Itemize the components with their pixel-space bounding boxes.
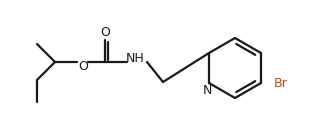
Text: O: O — [100, 27, 110, 39]
Text: N: N — [202, 84, 212, 97]
Text: O: O — [78, 60, 88, 73]
Text: Br: Br — [274, 77, 288, 90]
Text: NH: NH — [126, 53, 144, 66]
